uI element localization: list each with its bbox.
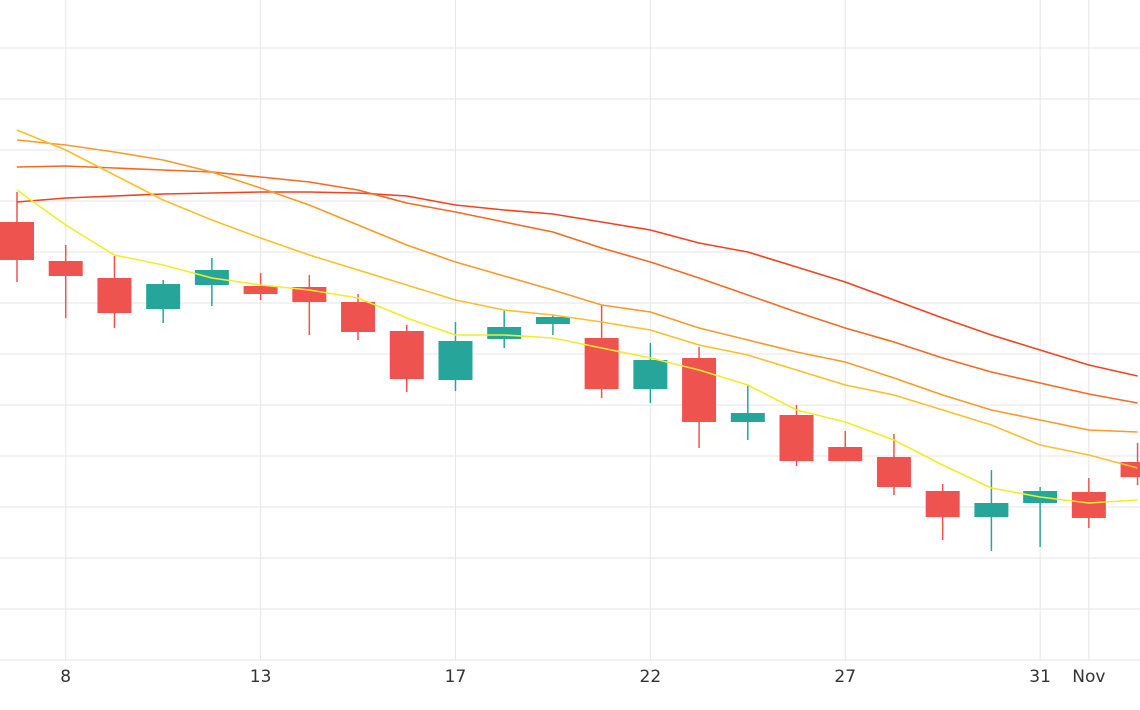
x-tick-label: 8	[60, 667, 71, 687]
ma-line	[16, 129, 1138, 469]
candle-body	[438, 341, 473, 380]
x-tick-label: 22	[640, 667, 662, 687]
candle-body	[341, 302, 376, 332]
candle-body	[1071, 492, 1106, 518]
candle-body	[828, 447, 863, 461]
candle-body	[584, 338, 619, 389]
candle-body	[633, 360, 668, 389]
candle-body	[487, 327, 522, 339]
candle-body	[876, 457, 911, 487]
x-tick-label: 27	[834, 667, 856, 687]
candle-body	[974, 503, 1009, 517]
candle-body	[146, 284, 181, 309]
ma-line	[16, 191, 1138, 377]
candle-body	[779, 415, 814, 461]
x-tick-label: 31	[1029, 667, 1051, 687]
candle-body	[243, 286, 278, 294]
x-tick-label: 17	[445, 667, 467, 687]
candle-body	[925, 491, 960, 517]
x-tick-label: Nov	[1072, 667, 1105, 687]
ma-line	[16, 165, 1138, 404]
candle-body	[535, 317, 570, 324]
ma-line	[16, 189, 1138, 504]
candle-body	[730, 413, 765, 422]
candle-body	[0, 222, 34, 260]
candle-body	[389, 331, 424, 379]
candle-body	[1120, 462, 1140, 477]
ma-line	[16, 139, 1138, 433]
x-tick-label: 13	[250, 667, 272, 687]
candle-body	[97, 278, 132, 313]
candle-body	[682, 358, 717, 422]
candle-body	[48, 261, 83, 276]
